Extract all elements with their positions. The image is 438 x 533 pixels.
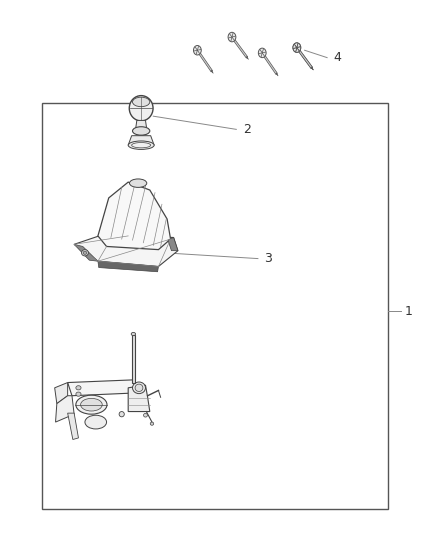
Polygon shape <box>197 50 212 72</box>
Ellipse shape <box>129 95 153 121</box>
Ellipse shape <box>130 179 147 188</box>
Ellipse shape <box>228 33 236 42</box>
Polygon shape <box>98 182 170 249</box>
Bar <box>42 103 388 509</box>
Polygon shape <box>276 73 278 76</box>
Ellipse shape <box>150 422 154 425</box>
Ellipse shape <box>76 392 81 396</box>
Polygon shape <box>132 335 135 383</box>
Ellipse shape <box>194 45 201 55</box>
Polygon shape <box>74 235 178 266</box>
Ellipse shape <box>131 333 135 336</box>
Ellipse shape <box>119 411 124 417</box>
Ellipse shape <box>76 395 107 414</box>
Ellipse shape <box>133 382 145 393</box>
Ellipse shape <box>85 415 106 429</box>
Ellipse shape <box>81 398 102 411</box>
Ellipse shape <box>133 97 150 107</box>
Polygon shape <box>128 136 154 145</box>
Ellipse shape <box>144 414 148 417</box>
Ellipse shape <box>128 141 154 149</box>
Polygon shape <box>135 120 147 130</box>
Ellipse shape <box>135 384 143 392</box>
Polygon shape <box>56 395 74 422</box>
Text: 1: 1 <box>405 305 413 318</box>
Ellipse shape <box>81 249 88 256</box>
Polygon shape <box>67 413 78 440</box>
Ellipse shape <box>132 142 151 148</box>
Ellipse shape <box>133 127 150 135</box>
Polygon shape <box>231 36 247 58</box>
Polygon shape <box>55 383 67 403</box>
Polygon shape <box>74 244 98 261</box>
Ellipse shape <box>293 43 301 52</box>
Text: 4: 4 <box>334 51 342 64</box>
Polygon shape <box>211 70 213 74</box>
Polygon shape <box>67 380 141 395</box>
Ellipse shape <box>83 251 87 254</box>
Polygon shape <box>98 261 159 272</box>
Ellipse shape <box>293 43 301 52</box>
Polygon shape <box>296 47 313 69</box>
Ellipse shape <box>76 386 81 390</box>
Polygon shape <box>311 67 314 70</box>
Ellipse shape <box>258 48 266 58</box>
Polygon shape <box>311 67 314 70</box>
Polygon shape <box>128 385 150 411</box>
Polygon shape <box>261 52 277 75</box>
Polygon shape <box>168 238 178 251</box>
Polygon shape <box>246 56 248 60</box>
Text: 2: 2 <box>243 123 251 136</box>
Polygon shape <box>296 47 313 69</box>
Text: 3: 3 <box>265 252 272 265</box>
